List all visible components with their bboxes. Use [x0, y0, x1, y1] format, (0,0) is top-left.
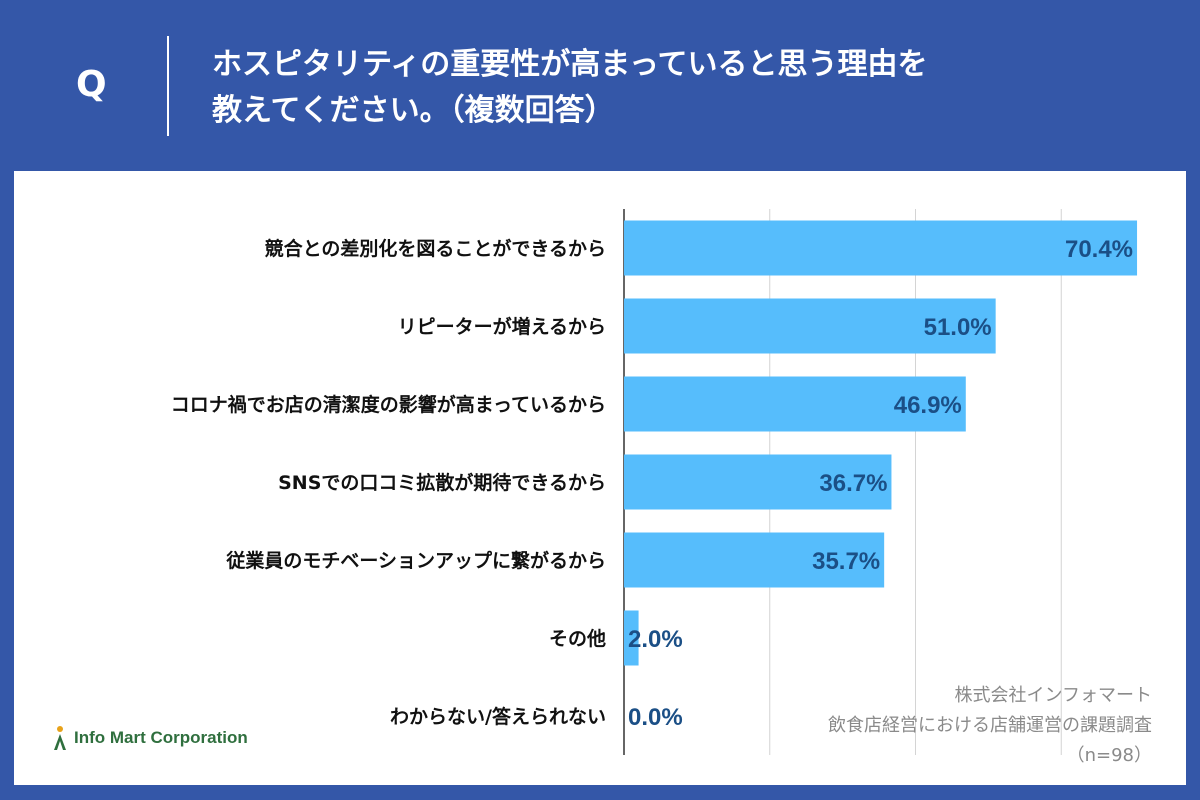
category-label-3: SNSでの口コミ拡散が期待できるから: [278, 471, 606, 494]
category-label-0: 競合との差別化を図ることができるから: [265, 237, 606, 260]
value-label-5: 2.0%: [628, 626, 683, 653]
category-label-4: 従業員のモチベーションアップに繋がるから: [225, 549, 606, 572]
question-line-2: 教えてください。（複数回答）: [212, 93, 615, 128]
category-label-1: リピーターが増えるから: [398, 315, 606, 338]
bar-1: [624, 298, 996, 354]
bar-2: [624, 376, 966, 432]
source-note: 株式会社インフォマート 飲食店経営における店舗運営の課題調査 （n=98）: [828, 681, 1152, 771]
value-label-1: 51.0%: [924, 314, 992, 341]
question-text: ホスピタリティの重要性が高まっていると思う理由を 教えてください。（複数回答）: [212, 42, 1152, 134]
source-company: 株式会社インフォマート: [954, 685, 1152, 706]
value-label-4: 35.7%: [812, 548, 880, 575]
bar-4: [624, 532, 885, 588]
logo-text: Info Mart Corporation: [74, 728, 248, 747]
category-label-6: わからない/答えられない: [390, 705, 606, 728]
value-label-2: 46.9%: [894, 392, 962, 419]
value-label-3: 36.7%: [819, 470, 887, 497]
value-label-6: 0.0%: [628, 704, 683, 731]
bar-0: [624, 220, 1138, 276]
info-mart-logo-icon: [54, 726, 66, 750]
chart-panel: 競合との差別化を図ることができるから 70.4% リピーターが増えるから 51.0% コ…: [14, 171, 1186, 785]
question-line-1: ホスピタリティの重要性が高まっていると思う理由を: [212, 47, 928, 82]
category-label-5: その他: [549, 627, 606, 650]
bar-chart: 競合との差別化を図ることができるから 70.4% リピーターが増えるから 51.0% コ…: [171, 209, 1138, 755]
company-logo: Info Mart Corporation: [52, 725, 248, 751]
value-label-0: 70.4%: [1065, 236, 1133, 263]
bar-5: [624, 610, 639, 666]
category-label-2: コロナ禍でお店の清潔度の影響が高まっているから: [171, 393, 606, 416]
question-header: Q ホスピタリティの重要性が高まっていると思う理由を 教えてください。（複数回答…: [0, 0, 1200, 170]
bar-3: [624, 454, 892, 510]
source-survey: 飲食店経営における店舗運営の課題調査: [828, 715, 1152, 736]
header-divider: [167, 36, 169, 136]
source-sample: （n=98）: [1066, 745, 1152, 766]
question-label: Q: [76, 64, 107, 105]
